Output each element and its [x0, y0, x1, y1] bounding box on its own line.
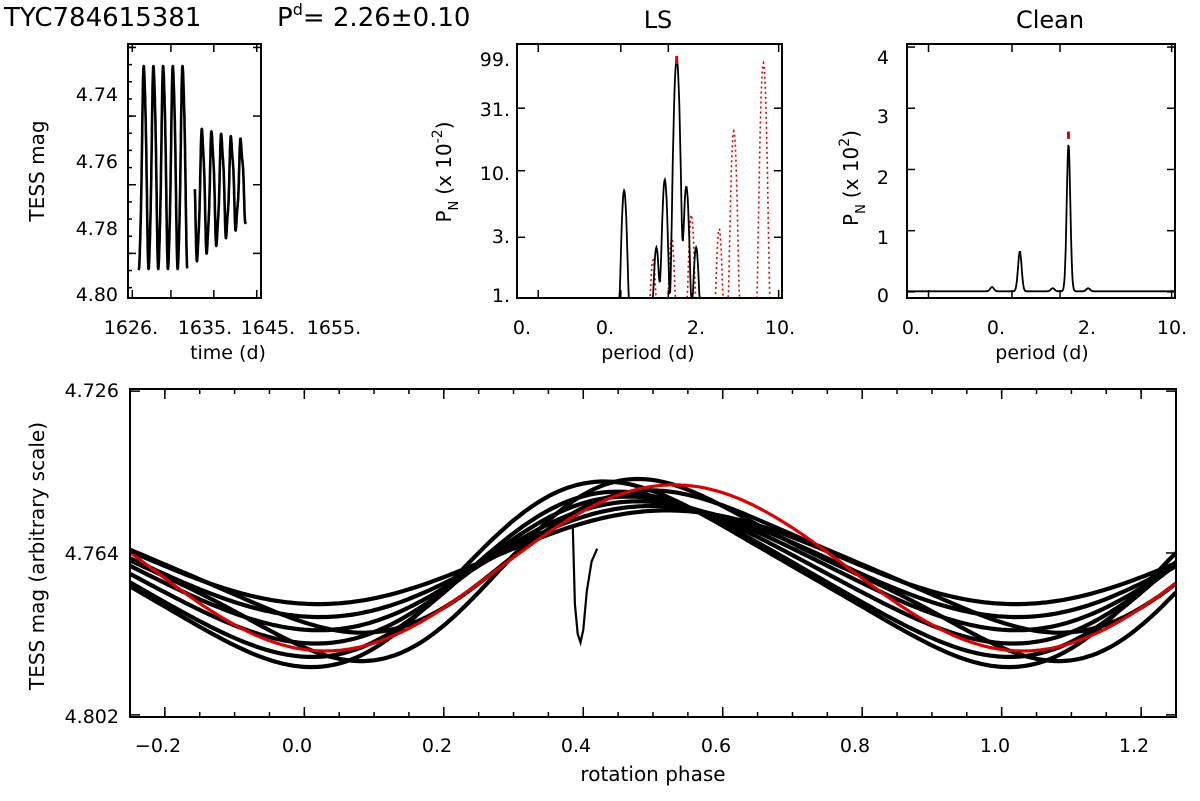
- ytick-label: 3.: [492, 226, 510, 248]
- clean-xlabel: period (d): [995, 342, 1088, 364]
- phased-ticks: [129, 389, 1176, 717]
- clean-ticks: [907, 44, 1175, 298]
- xtick-label: 2.: [1078, 317, 1096, 339]
- ytick-label: 4.76: [76, 151, 118, 173]
- ytick-label: 4.78: [76, 218, 118, 240]
- xtick-label: 1645.: [241, 317, 295, 339]
- xtick-label: 0.4: [561, 735, 591, 757]
- xtick-label: 0.0: [282, 735, 312, 757]
- phased-data-track: [129, 476, 1178, 664]
- ytick-label: 1.: [492, 285, 510, 307]
- ytick-label: 4.764: [65, 543, 119, 565]
- light-curve-frame: [127, 43, 262, 299]
- phased-data-track: [129, 488, 1178, 635]
- ls-ylabel: PN(x 10-2): [430, 121, 462, 222]
- ytick-label: 2: [877, 167, 889, 189]
- light-curve-ticks: [128, 44, 261, 298]
- ls-power-curve: [517, 57, 782, 299]
- header-title: TYC784615381: [3, 3, 201, 33]
- xtick-label: 0.: [513, 317, 531, 339]
- ytick-label: 99.: [480, 49, 510, 71]
- clean-ylabel: PN(x 102): [837, 130, 869, 226]
- light-curve-data: [137, 64, 247, 271]
- phased-data-track: [128, 489, 1178, 659]
- phased-data-track: [129, 503, 1177, 620]
- clean-panel: 4 3 2 1 0 0. 0. 2. 10. period (d) PN(x 1…: [837, 43, 1187, 364]
- light-curve-xlabel: time (d): [190, 342, 266, 364]
- light-curve-xtick-labels: 1626. 1635. 1645. 1655.: [104, 317, 361, 339]
- clean-title: Clean: [1016, 6, 1084, 34]
- xtick-label: 0.6: [701, 735, 731, 757]
- phased-xlabel: rotation phase: [580, 762, 725, 786]
- phased-ylabel: TESS mag (arbitrary scale): [25, 422, 49, 691]
- ytick-label: 4.80: [76, 284, 118, 306]
- ls-title: LS: [644, 6, 673, 34]
- ytick-label: 4.802: [65, 706, 119, 728]
- xtick-label: 10.: [765, 317, 795, 339]
- phased-ytick-labels: 4.726 4.764 4.802: [65, 380, 119, 728]
- ls-ticks: [517, 43, 782, 299]
- phased-model-curve: [129, 483, 1177, 653]
- phased-panel: 4.726 4.764 4.802 −0.2 0.0 0.2 0.4 0.6 0…: [25, 380, 1178, 786]
- light-curve-panel: 4.74 4.76 4.78 4.80 1626. 1635. 1645. 16…: [25, 43, 361, 364]
- xtick-label: 1.0: [980, 735, 1010, 757]
- clean-ytick-labels: 4 3 2 1 0: [877, 47, 889, 307]
- ytick-label: 4.726: [65, 380, 119, 402]
- xtick-label: 1626.: [104, 317, 158, 339]
- ls-xtick-labels: 0. 0. 2. 10.: [513, 317, 795, 339]
- ls-spectral-window: [517, 60, 782, 299]
- ls-panel: 99. 31. 10. 3. 1. 0. 0. 2. 10. period (d…: [430, 43, 795, 364]
- clean-xtick-labels: 0. 0. 2. 10.: [902, 317, 1187, 339]
- ls-ytick-labels: 99. 31. 10. 3. 1.: [480, 49, 510, 307]
- xtick-label: 0.8: [840, 735, 870, 757]
- clean-frame: [906, 43, 1176, 299]
- phased-data-track: [129, 499, 1178, 633]
- xtick-label: 1.2: [1119, 735, 1149, 757]
- ls-frame: [516, 43, 783, 299]
- phased-data-track: [129, 508, 1177, 607]
- xtick-label: 10.: [1157, 317, 1187, 339]
- phased-data: [128, 476, 1178, 670]
- light-curve-ylabel: TESS mag: [25, 120, 49, 222]
- light-curve-ytick-labels: 4.74 4.76 4.78 4.80: [76, 84, 118, 306]
- ytick-label: 1: [877, 227, 889, 249]
- phased-xtick-labels: −0.2 0.0 0.2 0.4 0.6 0.8 1.0 1.2: [135, 735, 1149, 757]
- xtick-label: 1655.: [307, 317, 361, 339]
- clean-power-curve: [907, 144, 1175, 293]
- ytick-label: 0: [877, 285, 889, 307]
- period-label: Pd= 2.26±0.10: [277, 0, 470, 33]
- ytick-label: 3: [877, 106, 889, 128]
- phased-flare-points: [571, 527, 599, 647]
- ytick-label: 4: [877, 47, 889, 69]
- xtick-label: −0.2: [135, 735, 181, 757]
- ls-xlabel: period (d): [601, 342, 694, 364]
- xtick-label: 1635.: [178, 317, 232, 339]
- xtick-label: 0.2: [422, 735, 452, 757]
- ytick-label: 4.74: [76, 84, 118, 106]
- xtick-label: 0.: [902, 317, 920, 339]
- xtick-label: 0.: [987, 317, 1005, 339]
- ytick-label: 10.: [480, 163, 510, 185]
- xtick-label: 2.: [687, 317, 705, 339]
- phased-data-track: [128, 494, 1178, 646]
- xtick-label: 0.: [596, 317, 614, 339]
- ytick-label: 31.: [480, 99, 510, 121]
